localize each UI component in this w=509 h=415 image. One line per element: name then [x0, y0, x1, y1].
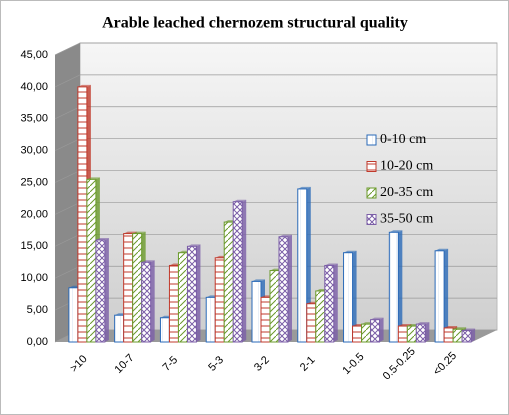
- bar-top: [95, 237, 109, 240]
- bar: [141, 261, 152, 343]
- bar: [388, 231, 399, 343]
- bar: [232, 201, 243, 343]
- bar-top: [233, 199, 247, 202]
- bar: [297, 188, 308, 343]
- bar: [95, 239, 106, 343]
- bar-top: [297, 186, 311, 189]
- bar-side: [242, 199, 247, 342]
- bar-top: [279, 234, 292, 237]
- bar-top: [141, 260, 155, 263]
- bar-top: [435, 248, 449, 251]
- bar: [214, 257, 225, 343]
- bar: [68, 287, 79, 343]
- bar: [269, 270, 280, 343]
- bar: [370, 319, 381, 343]
- bar: [86, 178, 97, 343]
- bar: [397, 325, 408, 343]
- bar: [159, 317, 170, 343]
- side-wall: [55, 43, 80, 342]
- bar-top: [398, 324, 412, 327]
- bar: [315, 290, 326, 343]
- y-tick-label: 30,00: [20, 145, 48, 157]
- y-tick-label: 25,00: [20, 176, 48, 188]
- bar: [251, 280, 262, 343]
- bar: [260, 296, 271, 343]
- bar-side: [196, 244, 201, 342]
- legend-swatch: [366, 161, 377, 172]
- bar: [205, 296, 216, 343]
- bar-side: [288, 234, 292, 342]
- bar-side: [444, 248, 449, 342]
- bar-top: [343, 250, 357, 253]
- legend-label: 20-35 cm: [380, 185, 433, 200]
- bar: [443, 327, 454, 343]
- y-tick-label: 35,00: [20, 113, 48, 125]
- grid-line: [54, 42, 497, 56]
- bar: [361, 323, 372, 343]
- bar-side: [333, 263, 338, 342]
- y-tick-label: 45,00: [20, 49, 48, 61]
- bar: [406, 325, 417, 343]
- bar: [324, 264, 335, 343]
- bar: [452, 328, 463, 343]
- bar: [114, 314, 125, 343]
- bar-top: [416, 322, 430, 325]
- grid-line: [54, 74, 497, 88]
- bar-side: [104, 237, 109, 342]
- y-tick-label: 40,00: [20, 81, 48, 93]
- legend-swatch: [366, 214, 377, 225]
- bar-side: [471, 328, 476, 342]
- bar: [278, 236, 289, 343]
- chart-title: Arable leached chernozem structural qual…: [102, 15, 408, 32]
- bar-top: [444, 325, 458, 328]
- legend-swatch: [366, 187, 377, 199]
- bar-side: [150, 260, 155, 342]
- bar: [186, 245, 197, 343]
- bar: [434, 250, 445, 343]
- bar: [415, 323, 426, 343]
- legend-label: 10-20 cm: [380, 159, 433, 174]
- legend-swatch: [366, 134, 377, 146]
- bar: [132, 233, 143, 343]
- y-tick-label: 5,00: [27, 304, 48, 316]
- y-tick-label: 10,00: [20, 272, 48, 284]
- bar-top: [86, 177, 100, 180]
- bar: [306, 303, 317, 343]
- bar-side: [398, 230, 403, 342]
- bar-side: [425, 322, 430, 342]
- bar: [343, 252, 354, 343]
- bar: [77, 86, 88, 343]
- bar: [168, 264, 179, 343]
- y-tick-label: 15,00: [20, 240, 48, 252]
- legend-label: 0-10 cm: [380, 132, 426, 147]
- bar: [123, 233, 134, 343]
- bar: [177, 252, 188, 343]
- bar-side: [352, 250, 357, 342]
- y-tick-label: 0,00: [27, 336, 48, 348]
- bar: [352, 325, 363, 343]
- bar: [461, 330, 472, 343]
- legend-label: 35-50 cm: [380, 212, 433, 227]
- y-tick-label: 20,00: [20, 208, 48, 220]
- bar: [223, 221, 234, 343]
- bar-side: [379, 317, 384, 342]
